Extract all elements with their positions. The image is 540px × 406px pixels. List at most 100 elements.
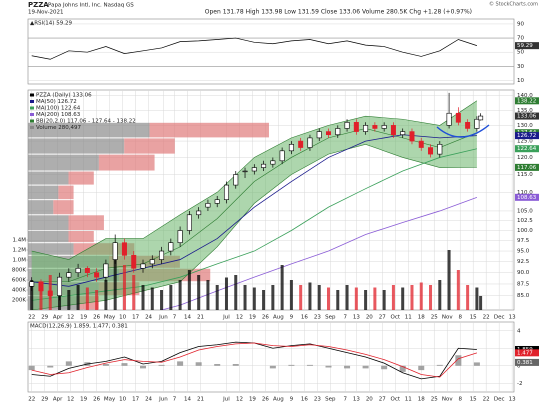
candle-body xyxy=(307,137,313,148)
y-tick-label: 102.5 xyxy=(517,218,533,224)
x-tick-label: Nov xyxy=(442,315,453,321)
histogram-bar xyxy=(65,361,72,366)
x-tick-label: 17 xyxy=(132,315,139,321)
value-box-label: 0.381 xyxy=(517,360,533,366)
candle-body xyxy=(205,203,211,208)
volume-tick-label: 1.4M xyxy=(13,238,27,244)
y-tick-label: 95.0 xyxy=(517,249,530,255)
volume-bar xyxy=(215,285,219,310)
y-tick-label: 140.0 xyxy=(517,93,533,99)
x-tick-label: 11 xyxy=(405,397,412,403)
legend-label: MA(100) 122.64 xyxy=(36,106,81,112)
value-box-label: 126.72 xyxy=(517,133,536,139)
candle-body xyxy=(47,290,53,296)
x-tick-label: Jun xyxy=(158,397,168,403)
x-tick-label: 20 xyxy=(366,315,373,321)
volume-by-price-down xyxy=(68,230,94,243)
volume-bar xyxy=(447,250,451,310)
candle-body xyxy=(353,122,359,132)
value-box-label: 59.29 xyxy=(517,43,533,49)
volume-bar xyxy=(373,287,377,310)
volume-by-price-up xyxy=(28,122,150,138)
x-tick-label: 25 xyxy=(431,397,438,403)
candle-body xyxy=(38,281,44,292)
histogram-bar xyxy=(344,365,351,369)
volume-by-price-down xyxy=(98,154,155,171)
x-tick-label: 15 xyxy=(470,315,477,321)
legend-swatch xyxy=(30,119,34,123)
candle-body xyxy=(186,214,192,231)
candle-body xyxy=(455,112,461,123)
x-tick-label: 29 xyxy=(41,315,48,321)
volume-bar xyxy=(308,282,312,310)
x-tick-label: 17 xyxy=(132,397,139,403)
volume-tick-label: 200K xyxy=(12,298,26,304)
candle-body xyxy=(298,140,304,148)
volume-bar xyxy=(187,270,191,310)
x-tick-label: 13 xyxy=(353,315,360,321)
x-tick-label: 24 xyxy=(145,397,152,403)
x-tick-label: 10 xyxy=(119,315,126,321)
candle-body xyxy=(196,210,202,216)
volume-bar xyxy=(150,287,154,310)
volume-bar xyxy=(345,285,349,310)
candle-body xyxy=(251,167,257,172)
volume-by-price-up xyxy=(28,230,69,243)
source: © StockCharts.com xyxy=(489,1,538,8)
moving-average xyxy=(160,196,478,310)
x-tick-label: 22 xyxy=(28,397,35,403)
volume-by-price-up xyxy=(28,215,69,230)
volume-bar xyxy=(429,285,433,310)
x-tick-label: 27 xyxy=(379,397,386,403)
x-tick-label: 18 xyxy=(418,397,425,403)
y-tick-label: 97.5 xyxy=(517,238,530,244)
x-tick-label: 13 xyxy=(353,397,360,403)
legend-swatch xyxy=(30,126,34,129)
y-tick-label: 125.0 xyxy=(517,139,533,145)
volume-bar xyxy=(67,290,71,310)
y-tick-label: 105.0 xyxy=(517,208,533,214)
histogram-bar xyxy=(418,365,425,371)
candle-body xyxy=(84,267,90,274)
x-tick-label: 26 xyxy=(93,397,100,403)
x-tick-label: 14 xyxy=(184,397,191,403)
volume-bar xyxy=(262,290,266,310)
volume-by-price-down xyxy=(53,200,74,215)
x-tick-label: 22 xyxy=(28,315,35,321)
x-tick-label: 19 xyxy=(80,397,87,403)
value-box xyxy=(515,349,539,357)
volume-by-price-up xyxy=(28,138,125,154)
volume-bar xyxy=(76,285,80,310)
candle-body xyxy=(242,170,248,173)
legend-swatch xyxy=(30,100,34,103)
volume-by-price-down xyxy=(68,215,104,230)
candle-body xyxy=(474,118,480,129)
volume-bar xyxy=(479,295,483,310)
volume-by-price-down xyxy=(58,185,74,200)
x-tick-label: Sep xyxy=(325,315,336,321)
legend-label: MA(50) 126.72 xyxy=(36,99,77,105)
volume-by-price-up xyxy=(28,243,74,255)
candle-body xyxy=(57,276,63,296)
candle-body xyxy=(66,272,72,278)
symbol: PZZA xyxy=(28,1,49,9)
volume-bar xyxy=(160,290,164,310)
candle-body xyxy=(140,263,146,269)
histogram-bar xyxy=(177,361,184,366)
histogram-bar xyxy=(455,355,462,366)
value-box-label: 1.477 xyxy=(517,350,533,356)
x-tick-label: 19 xyxy=(249,315,256,321)
x-tick-label: 10 xyxy=(119,397,126,403)
x-tick-label: 19 xyxy=(249,397,256,403)
candle-body xyxy=(121,242,127,256)
candle-body xyxy=(261,163,267,168)
x-tick-label: 8 xyxy=(458,315,462,321)
volume-bar xyxy=(141,285,145,310)
y-tick-label: 90 xyxy=(517,21,524,27)
legend-label: BB(20,2.0) 117.06 - 127.64 - 138.22 xyxy=(36,119,136,125)
candle-body xyxy=(223,184,229,200)
volume-tick-label: 800K xyxy=(12,268,26,274)
x-tick-label: 27 xyxy=(379,315,386,321)
x-tick-label: 13 xyxy=(509,397,516,403)
volume-bar xyxy=(113,245,117,310)
